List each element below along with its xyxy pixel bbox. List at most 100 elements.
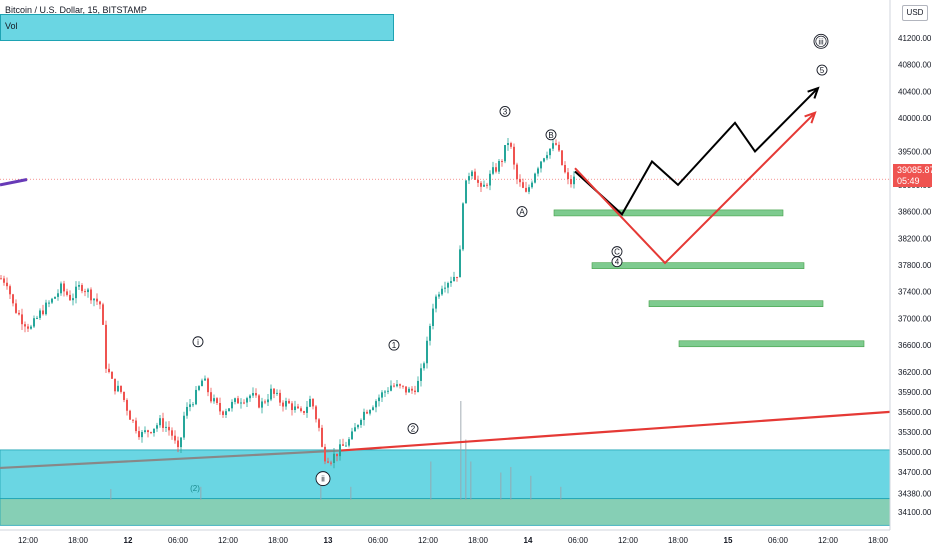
candle-body-85: [255, 393, 257, 396]
candle-body-161: [483, 184, 485, 187]
candle-body-53: [159, 418, 161, 426]
candle-body-96: [288, 400, 290, 404]
candle-body-164: [492, 167, 494, 174]
volume-bar-5: [460, 401, 462, 500]
candle-body-46: [138, 431, 140, 438]
candle-body-72: [216, 398, 218, 403]
candle-body-116: [348, 439, 350, 446]
trendline-2: [0, 178, 28, 187]
candle-body-42: [126, 399, 128, 411]
candle-body-75: [225, 411, 227, 415]
candle-body-69: [207, 378, 209, 393]
candle-body-67: [201, 380, 203, 387]
candle-body-144: [432, 308, 434, 326]
wave-label-9: B: [548, 131, 553, 140]
volume-panel-label: Vol: [0, 14, 394, 41]
candle-body-142: [426, 340, 428, 364]
candle-body-41: [123, 391, 125, 400]
candle-body-92: [276, 392, 278, 394]
price-tick-label-16: 35000.00: [898, 448, 932, 457]
wave-circle-0: [192, 336, 204, 348]
candle-body-138: [414, 390, 416, 392]
wave-label-7: 5: [820, 66, 825, 75]
candle-body-17: [51, 298, 53, 303]
candle-body-122: [366, 411, 368, 414]
candle-body-59: [177, 440, 179, 448]
candle-body-117: [351, 431, 353, 440]
candle-body-136: [408, 388, 410, 393]
candle-body-76: [228, 408, 230, 412]
candle-body-156: [468, 176, 470, 181]
candle-body-131: [393, 385, 395, 387]
candle-body-178: [534, 173, 536, 183]
support-bar-1: [591, 262, 805, 269]
trendline-1: [339, 410, 891, 452]
candle-body-47: [141, 432, 143, 438]
candle-body-123: [369, 409, 371, 414]
candle-body-106: [318, 419, 320, 428]
candle-body-57: [171, 430, 173, 436]
candle-body-113: [339, 444, 341, 457]
candle-body-179: [537, 168, 539, 174]
volume-bar-3: [350, 486, 352, 500]
wave-label-6: 4: [615, 258, 620, 267]
volume-bar-11: [560, 486, 562, 500]
candle-body-31: [93, 298, 95, 301]
volume-bar-6: [465, 439, 467, 500]
wave-label-11: (2): [190, 484, 200, 493]
price-tick-label-0: 41200.00: [898, 34, 932, 43]
candle-body-36: [108, 368, 110, 372]
currency-button[interactable]: USD: [902, 5, 928, 21]
volume-bar-2: [320, 478, 322, 500]
time-tick-label-2: 12: [124, 536, 133, 545]
candle-body-162: [486, 184, 488, 186]
price-tick-label-18: 34380.00: [898, 489, 932, 498]
candle-body-155: [465, 180, 467, 204]
candle-body-153: [459, 249, 461, 278]
time-tick-label-17: 18:00: [868, 536, 889, 545]
candle-body-191: [573, 176, 575, 185]
candle-body-15: [45, 302, 47, 315]
candle-body-14: [42, 310, 44, 315]
wave-circle-3: [388, 339, 400, 351]
candle-body-147: [441, 288, 443, 295]
candle-body-182: [546, 155, 548, 159]
candle-body-127: [381, 392, 383, 398]
price-tick-label-8: 37800.00: [898, 261, 932, 270]
candle-body-93: [279, 392, 281, 403]
time-tick-label-4: 12:00: [218, 536, 239, 545]
projection-red: [574, 112, 816, 265]
candle-body-101: [303, 411, 305, 413]
candle-body-187: [561, 150, 563, 166]
candle-body-145: [435, 296, 437, 309]
time-axis-bg: [0, 530, 932, 550]
candle-body-115: [345, 445, 347, 447]
time-tick-label-5: 18:00: [268, 536, 289, 545]
wave-inner-circle-2: [815, 35, 827, 47]
candle-body-150: [450, 281, 452, 284]
candle-body-134: [402, 385, 404, 387]
trendline-0: [0, 449, 341, 470]
last-price-value: 39085.87: [897, 165, 932, 175]
wave-circle-1: [315, 471, 331, 487]
candle-body-158: [474, 171, 476, 180]
candle-body-152: [456, 276, 458, 278]
candle-body-73: [219, 402, 221, 412]
candle-body-148: [444, 287, 446, 289]
candle-body-54: [162, 418, 164, 428]
candle-body-128: [384, 391, 386, 393]
volume-label: Vol: [5, 21, 18, 31]
candle-body-39: [117, 385, 119, 392]
candle-body-175: [525, 187, 527, 192]
candle-body-126: [378, 397, 380, 402]
wave-label-4: 2: [411, 425, 416, 434]
candle-body-103: [309, 398, 311, 407]
candle-body-81: [243, 402, 245, 404]
candle-body-129: [387, 390, 389, 392]
support-bar-0: [553, 209, 784, 217]
time-tick-label-13: 18:00: [668, 536, 689, 545]
volume-bar-8: [500, 472, 502, 500]
candle-body-114: [342, 444, 344, 446]
